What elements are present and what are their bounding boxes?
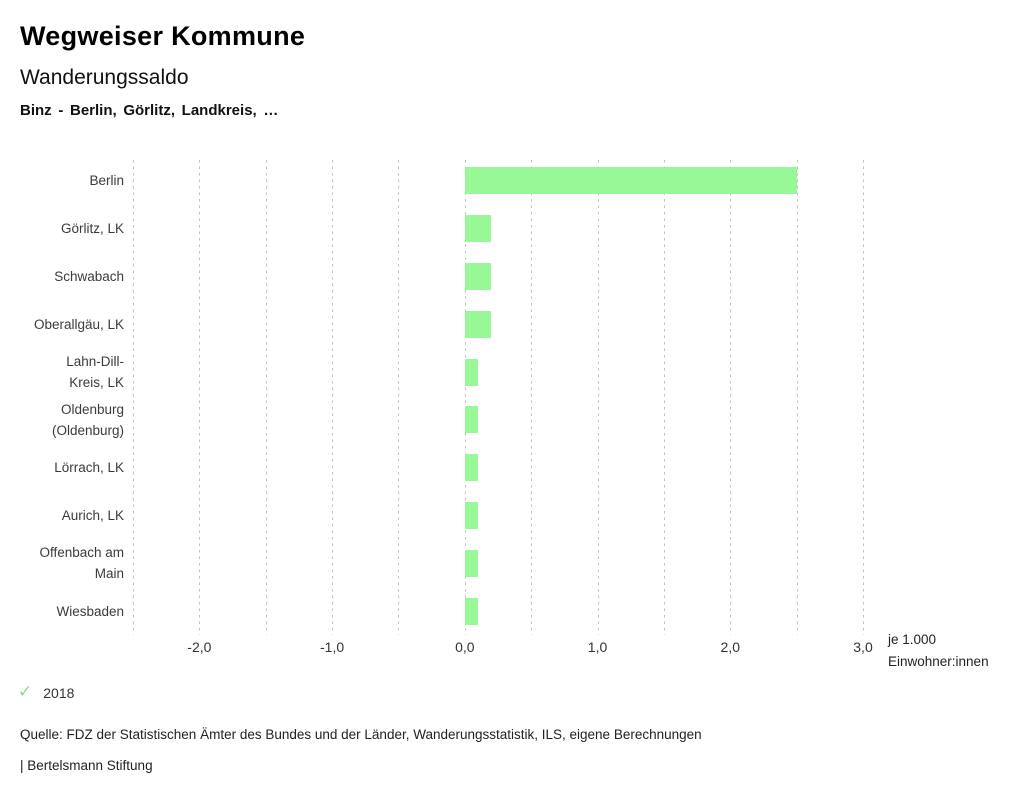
chart-bar[interactable]	[464, 310, 492, 338]
category-label: Aurich, LK	[61, 507, 124, 523]
category-label: Oberallgäu, LK	[33, 316, 124, 332]
legend-year-item[interactable]: ✓ 2018	[18, 684, 74, 701]
gridline	[730, 160, 732, 635]
category-label: Lahn-Dill- Kreis, LK	[66, 354, 124, 391]
category-label: Berlin	[89, 173, 124, 189]
gridline	[133, 160, 134, 635]
x-tick-label: -2,0	[187, 639, 212, 655]
chart-bar[interactable]	[464, 502, 479, 529]
source-text: Quelle: FDZ der Statistischen Ämter des …	[20, 727, 702, 742]
gridline	[663, 160, 665, 635]
axis-unit-label: je 1.000 Einwohner:innen	[888, 629, 989, 672]
category-label: Schwabach	[54, 268, 124, 284]
gridline	[398, 160, 400, 635]
gridline	[863, 160, 864, 635]
category-axis: Berlin Görlitz, LK Schwabach Oberallgäu, LK…	[0, 157, 124, 635]
gridline	[265, 160, 267, 635]
plot-area	[133, 157, 864, 635]
chart-bar[interactable]	[464, 406, 479, 434]
gridline	[199, 160, 201, 635]
chart-bar[interactable]	[464, 167, 797, 195]
chart-bar[interactable]	[464, 215, 492, 243]
x-tick-label: -1,0	[320, 639, 345, 655]
legend-year-label: 2018	[43, 684, 75, 701]
chart-bar[interactable]	[464, 358, 479, 386]
chart-bar[interactable]	[464, 454, 479, 482]
gridline	[796, 160, 798, 635]
chart-filter-line: Binz - Berlin, Görlitz, Landkreis, …	[20, 102, 279, 119]
x-tick-label: 2,0	[720, 639, 740, 655]
chart-bar[interactable]	[464, 549, 479, 577]
axis-unit-line1: je 1.000	[888, 632, 937, 647]
x-tick-label: 3,0	[853, 639, 873, 655]
value-axis: -2,0 -1,0 0,0 1,0 2,0 3,0	[133, 639, 872, 657]
gridline	[531, 160, 533, 635]
category-label: Wiesbaden	[56, 603, 124, 619]
category-label: Oldenburg (Oldenburg)	[51, 401, 124, 438]
category-label: Offenbach am Main	[39, 545, 124, 582]
x-tick-label: 0,0	[455, 639, 475, 655]
chart-title: Wanderungssaldo	[20, 66, 189, 89]
gridline	[597, 160, 599, 635]
gridline	[464, 160, 466, 635]
x-tick-label: 1,0	[587, 639, 608, 655]
chart-bar[interactable]	[464, 597, 479, 625]
page-title: Wegweiser Kommune	[20, 21, 306, 51]
check-icon[interactable]: ✓	[18, 682, 33, 702]
gridline	[332, 160, 334, 635]
chart-bar[interactable]	[464, 263, 492, 290]
attribution-text: | Bertelsmann Stiftung	[20, 758, 153, 773]
category-label: Lörrach, LK	[54, 460, 124, 476]
category-label: Görlitz, LK	[60, 221, 124, 237]
axis-unit-line2: Einwohner:innen	[888, 653, 989, 669]
